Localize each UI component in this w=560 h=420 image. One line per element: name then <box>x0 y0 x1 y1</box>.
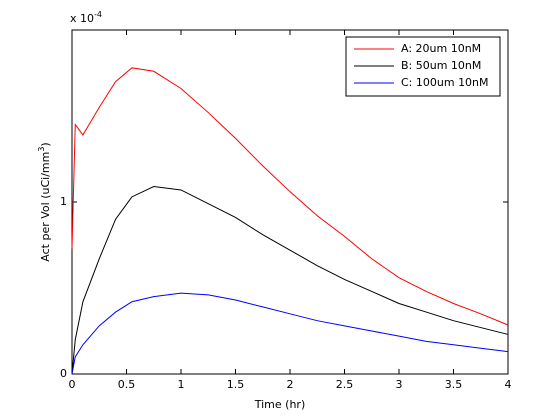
x-tick-label: 0 <box>69 378 76 391</box>
x-tick-label: 1 <box>178 378 185 391</box>
series-line <box>71 67 509 326</box>
legend-box <box>345 36 501 97</box>
legend-label: B: 50um 10nM <box>401 59 481 72</box>
series-line <box>71 292 509 375</box>
x-tick-label: 2.5 <box>336 378 354 391</box>
y-multiplier-exponent: -4 <box>94 10 102 19</box>
x-tick-label: 4 <box>505 378 512 391</box>
series-line <box>71 186 509 375</box>
y-axis-label-sup: 3 <box>37 147 46 152</box>
y-multiplier-base: x 10 <box>70 12 94 25</box>
legend-label: A: 20um 10nM <box>401 42 481 55</box>
y-axis-label: Act per Vol (uCi/mm3) <box>37 142 53 261</box>
x-tick-label: 3 <box>396 378 403 391</box>
x-tick-label: 3.5 <box>445 378 463 391</box>
legend-label: C: 100um 10nM <box>401 76 489 89</box>
y-axis-label-suffix: ) <box>39 142 52 146</box>
x-tick-label: 1.5 <box>227 378 245 391</box>
x-tick-label: 2 <box>287 378 294 391</box>
x-axis-label: Time (hr) <box>254 398 306 411</box>
y-multiplier: x 10-4 <box>70 10 102 26</box>
y-axis-label-text: Act per Vol (uCi/mm <box>39 152 52 262</box>
y-tick-label: 0 <box>60 367 67 380</box>
x-tick-label: 0.5 <box>118 378 136 391</box>
y-tick-label: 1 <box>60 195 67 208</box>
